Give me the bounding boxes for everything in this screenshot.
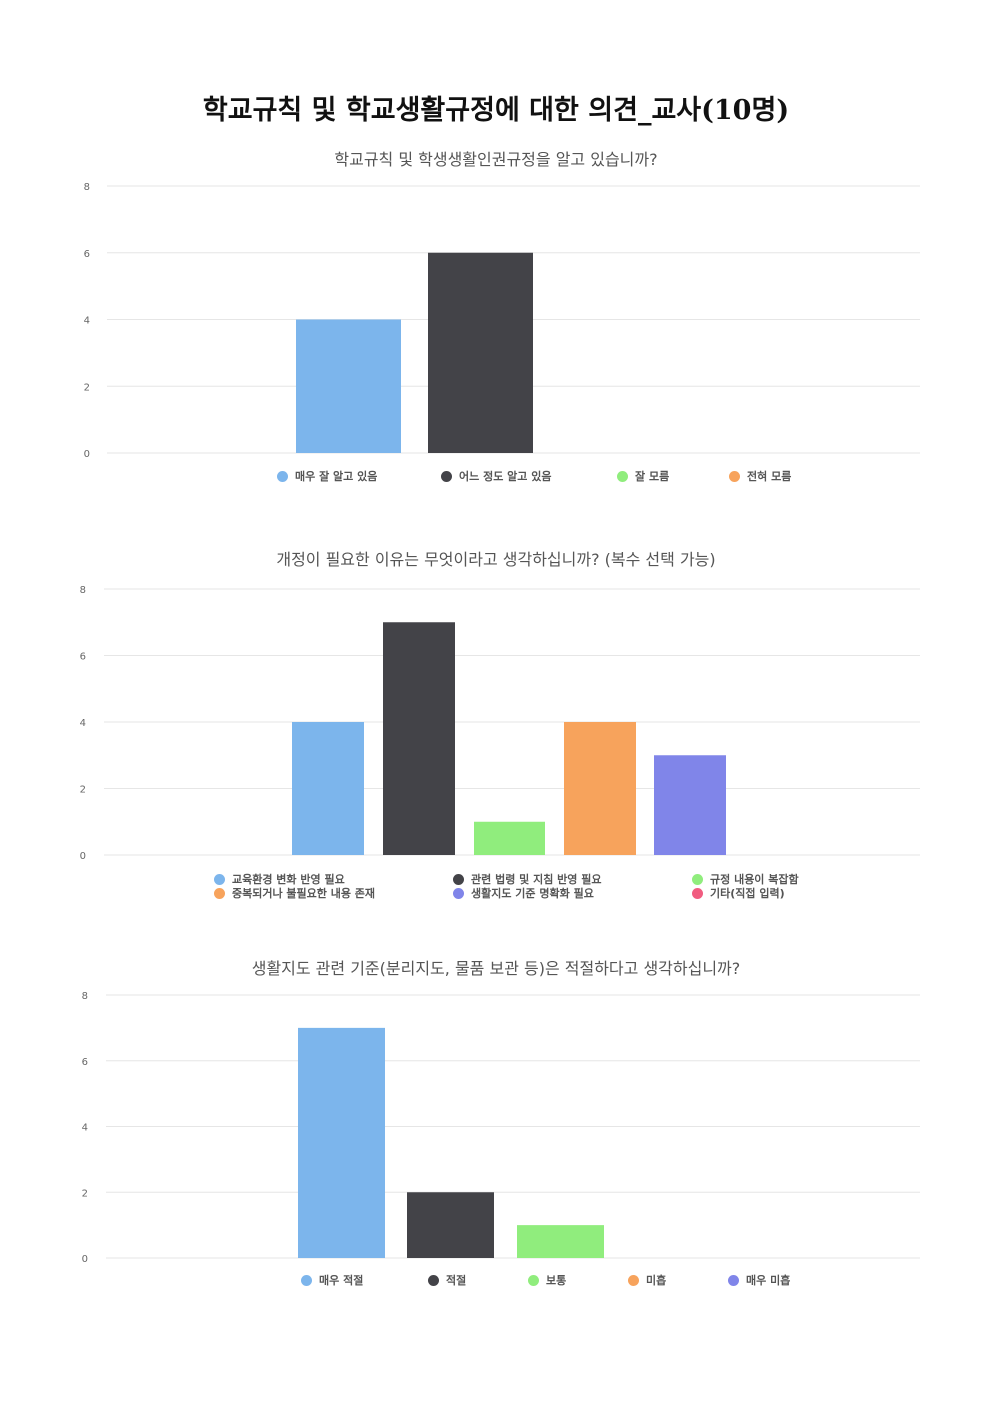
bar[interactable] [407, 1192, 494, 1258]
bar[interactable] [564, 722, 636, 855]
bar[interactable] [292, 722, 364, 855]
legend-item[interactable]: 규정 내용이 복잡함 [692, 871, 799, 887]
chart-title: 개정이 필요한 이유는 무엇이라고 생각하십니까? (복수 선택 가능) [276, 550, 716, 569]
legend-label: 잘 모름 [635, 470, 670, 483]
legend-dot-icon [728, 1274, 739, 1286]
legend-item[interactable]: 보통 [528, 1272, 566, 1288]
bar[interactable] [298, 1027, 385, 1258]
bar[interactable] [517, 1225, 604, 1258]
bar[interactable] [654, 755, 726, 855]
legend-item[interactable]: 전혀 모름 [729, 468, 791, 484]
legend-item[interactable]: 교육환경 변화 반영 필요 [214, 871, 345, 887]
y-tick-label: 8 [80, 585, 86, 596]
chart-guidance-standards: 생활지도 관련 기준(분리지도, 물품 보관 등)은 적절하다고 생각하십니까?… [0, 950, 992, 1300]
y-tick-label: 0 [80, 851, 86, 862]
legend-item[interactable]: 관련 법령 및 지침 반영 필요 [453, 871, 601, 887]
legend-item[interactable]: 중복되거나 불필요한 내용 존재 [214, 885, 375, 901]
y-tick-label: 8 [84, 182, 90, 193]
chart-title: 학교규칙 및 학생생활인권규정을 알고 있습니까? [334, 150, 658, 169]
legend-label: 전혀 모름 [747, 470, 792, 483]
legend-item[interactable]: 기타(직접 입력) [692, 885, 785, 901]
legend-label: 매우 미흡 [746, 1274, 791, 1287]
y-tick-label: 2 [82, 1188, 88, 1199]
chart-awareness: 학교규칙 및 학생생활인권규정을 알고 있습니까? 0 2 4 6 8 매우 잘 알고 … [0, 140, 992, 500]
legend-dot-icon [617, 470, 628, 482]
legend-dot-icon [692, 887, 703, 899]
chart-revision-reasons: 개정이 필요한 이유는 무엇이라고 생각하십니까? (복수 선택 가능) 0 2 4… [0, 540, 992, 920]
y-tick-label: 4 [82, 1123, 88, 1134]
legend-item[interactable]: 미흡 [628, 1272, 666, 1288]
legend-item[interactable]: 매우 미흡 [728, 1272, 790, 1288]
y-tick-label: 4 [80, 718, 86, 729]
legend-label: 규정 내용이 복잡함 [710, 873, 799, 886]
y-tick-label: 6 [82, 1057, 88, 1068]
legend-label: 적절 [446, 1274, 467, 1287]
legend-dot-icon [441, 470, 452, 482]
legend-dot-icon [453, 887, 464, 899]
legend-label: 교육환경 변화 반영 필요 [232, 873, 345, 886]
y-tick-label: 0 [84, 449, 90, 460]
chart-legend: 매우 잘 알고 있음 어느 정도 알고 있음 잘 모름 전혀 모름 [0, 468, 992, 508]
legend-label: 매우 잘 알고 있음 [295, 470, 378, 483]
legend-dot-icon [528, 1274, 539, 1286]
y-tick-label: 0 [82, 1254, 88, 1265]
y-tick-label: 6 [80, 652, 86, 663]
y-tick-label: 4 [84, 316, 90, 327]
legend-item[interactable]: 매우 잘 알고 있음 [277, 468, 377, 484]
chart-plot: 0 2 4 6 8 [80, 585, 920, 862]
legend-dot-icon [214, 873, 225, 885]
y-tick-label: 8 [82, 991, 88, 1002]
legend-label: 중복되거나 불필요한 내용 존재 [232, 887, 376, 900]
legend-label: 어느 정도 알고 있음 [459, 470, 552, 483]
y-tick-label: 2 [84, 382, 90, 393]
y-tick-label: 6 [84, 249, 90, 260]
legend-dot-icon [301, 1274, 312, 1286]
legend-label: 관련 법령 및 지침 반영 필요 [471, 873, 602, 886]
legend-dot-icon [214, 887, 225, 899]
bar[interactable] [296, 319, 401, 454]
legend-dot-icon [277, 470, 288, 482]
page-title: 학교규칙 및 학교생활규정에 대한 의견_교사(10명) [202, 95, 790, 126]
legend-label: 보통 [546, 1274, 567, 1287]
chart-legend: 매우 적절 적절 보통 미흡 매우 미흡 [0, 1272, 992, 1312]
legend-item[interactable]: 잘 모름 [617, 468, 669, 484]
legend-dot-icon [692, 873, 703, 885]
chart-plot: 0 2 4 6 8 [82, 991, 920, 1265]
legend-label: 미흡 [646, 1274, 667, 1287]
legend-dot-icon [729, 470, 740, 482]
chart-title: 생활지도 관련 기준(분리지도, 물품 보관 등)은 적절하다고 생각하십니까? [251, 959, 741, 978]
legend-label: 기타(직접 입력) [710, 887, 785, 900]
legend-item[interactable]: 적절 [428, 1272, 466, 1288]
chart-plot: 0 2 4 6 8 [84, 182, 920, 460]
legend-label: 매우 적절 [319, 1274, 364, 1287]
legend-item[interactable]: 매우 적절 [301, 1272, 363, 1288]
legend-item[interactable]: 생활지도 기준 명확화 필요 [453, 885, 594, 901]
legend-dot-icon [628, 1274, 639, 1286]
legend-dot-icon [453, 873, 464, 885]
y-tick-label: 2 [80, 785, 86, 796]
bar[interactable] [474, 821, 545, 855]
legend-dot-icon [428, 1274, 439, 1286]
bar[interactable] [383, 622, 455, 855]
legend-item[interactable]: 어느 정도 알고 있음 [441, 468, 551, 484]
legend-label: 생활지도 기준 명확화 필요 [471, 887, 594, 900]
bar[interactable] [428, 252, 533, 453]
